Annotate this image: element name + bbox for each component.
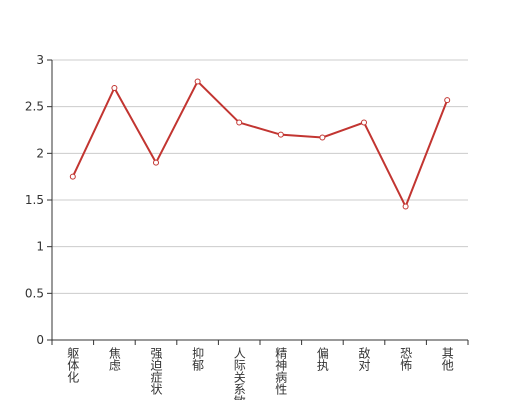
point [319, 134, 326, 141]
point [402, 203, 409, 210]
x-tick-label: 人际关系敏感 [232, 347, 246, 400]
x-tick-label: 焦虑 [107, 347, 121, 371]
x-tick-label: 抑郁 [191, 346, 205, 372]
point [236, 119, 243, 126]
point [194, 78, 201, 85]
y-tick-label: 1 [36, 240, 44, 254]
point [153, 159, 159, 166]
x-tick-label: 偏执 [315, 346, 329, 372]
y-tick-label: 2 [36, 146, 44, 160]
y-tick-label: 0 [36, 333, 44, 347]
x-tick-label: 恐怖 [399, 347, 413, 371]
x-tick-label: 强迫症状 [149, 347, 163, 395]
point [444, 97, 451, 104]
point [111, 85, 118, 91]
x-tick-label: 精神病性 [274, 347, 288, 396]
x-tick-label: 躯体化 [66, 346, 80, 384]
point [69, 173, 76, 180]
point [361, 119, 367, 126]
y-tick-label: 1.5 [25, 193, 44, 207]
y-tick-label: 2.5 [25, 100, 44, 114]
x-tick-label: 其他 [440, 347, 454, 371]
y-tick-label: 3 [36, 53, 44, 67]
point [277, 131, 284, 138]
line [71, 79, 449, 210]
x-tick-label: 敌对 [357, 346, 371, 371]
y-tick-label: 0.5 [25, 286, 44, 300]
